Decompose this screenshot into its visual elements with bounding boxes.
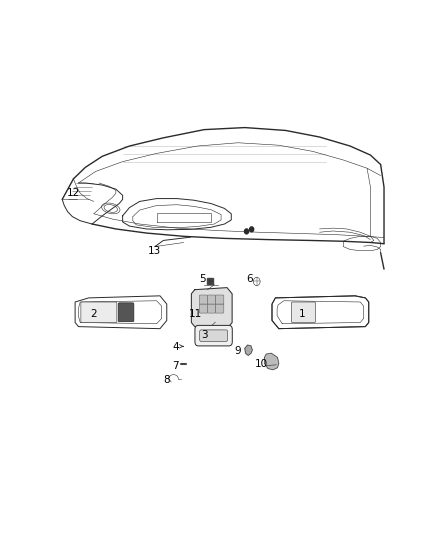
Text: 1: 1	[299, 309, 306, 319]
FancyBboxPatch shape	[208, 304, 215, 313]
Text: 4: 4	[172, 342, 179, 352]
FancyBboxPatch shape	[215, 304, 224, 313]
FancyBboxPatch shape	[291, 302, 315, 322]
Circle shape	[244, 229, 249, 234]
Text: 12: 12	[67, 188, 80, 198]
Text: 13: 13	[148, 246, 162, 256]
FancyBboxPatch shape	[215, 295, 224, 304]
FancyBboxPatch shape	[199, 295, 208, 304]
Text: 2: 2	[91, 309, 97, 319]
Polygon shape	[245, 345, 252, 356]
FancyBboxPatch shape	[199, 304, 208, 313]
Polygon shape	[191, 288, 232, 327]
FancyBboxPatch shape	[200, 330, 227, 342]
Text: 11: 11	[189, 309, 202, 319]
Text: 7: 7	[172, 361, 179, 370]
FancyBboxPatch shape	[81, 302, 117, 322]
Text: 6: 6	[247, 274, 253, 285]
FancyBboxPatch shape	[195, 325, 232, 346]
FancyBboxPatch shape	[208, 295, 215, 304]
Text: 9: 9	[235, 346, 241, 356]
Text: 8: 8	[163, 375, 170, 385]
Text: 3: 3	[201, 330, 208, 340]
FancyBboxPatch shape	[118, 303, 134, 322]
Text: 5: 5	[199, 274, 206, 285]
Polygon shape	[265, 353, 279, 370]
Circle shape	[250, 227, 254, 232]
Text: 10: 10	[255, 359, 268, 368]
